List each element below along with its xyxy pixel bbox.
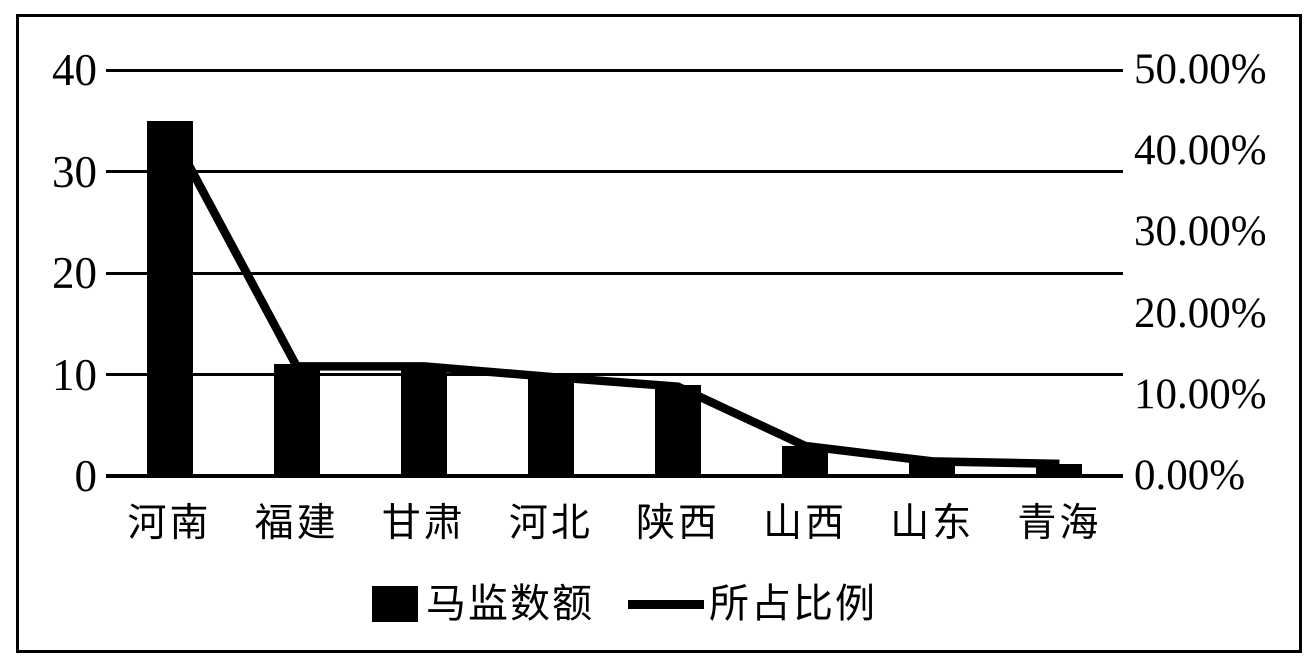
gridline [106,170,1123,173]
x-axis-label: 山西 [763,502,848,545]
legend: 马监数额 所占比例 [372,582,877,626]
right-axis-tick-label: 30.00% [1134,208,1267,256]
bar [273,364,320,478]
left-axis-tick-label: 10 [52,349,97,400]
x-axis-label: 甘肃 [381,502,466,545]
line-legend-label: 所占比例 [709,581,877,626]
bar [1036,463,1083,478]
gridline [106,373,1123,376]
x-axis-label: 福建 [254,502,339,545]
right-axis-tick-label: 50.00% [1134,46,1267,93]
gridline [106,68,1123,72]
x-axis-label: 河南 [127,502,212,545]
x-axis-label: 河北 [508,502,593,545]
bar [909,460,956,478]
left-axis-tick-label: 0 [74,451,98,501]
chart-outer-frame [16,14,1302,653]
bar [146,120,193,478]
right-axis-tick-label: 20.00% [1134,289,1267,337]
gridline [106,271,1123,275]
x-axis-label: 青海 [1017,502,1102,545]
line-legend-swatch [628,599,704,609]
bar [782,445,829,478]
right-axis-tick-label: 40.00% [1134,127,1267,175]
right-axis-tick-label: 0.00% [1134,452,1246,499]
bar [527,374,574,478]
gridline [106,474,1123,478]
bar-legend-label: 马监数额 [426,581,594,626]
bar-legend-swatch [372,586,418,622]
bar [400,364,447,478]
left-axis-tick-label: 40 [52,45,97,95]
x-axis-label: 山东 [890,502,975,545]
x-axis-label: 陕西 [636,502,721,545]
bar [655,384,702,478]
left-axis-tick-label: 30 [52,146,97,197]
left-axis-tick-label: 20 [52,248,97,298]
right-axis-tick-label: 10.00% [1134,370,1267,418]
